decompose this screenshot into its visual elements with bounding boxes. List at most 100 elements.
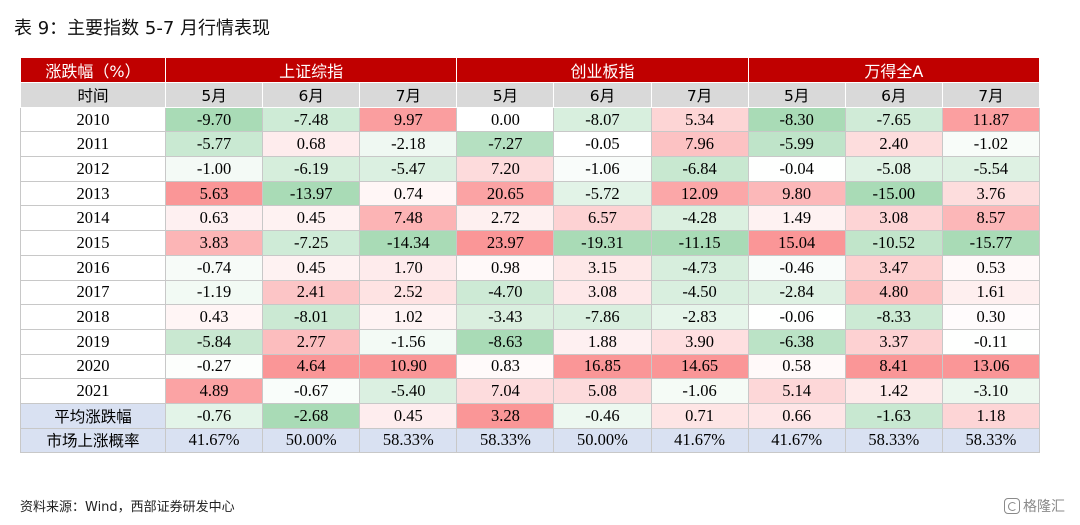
value-cell: 8.57 — [941, 205, 1041, 232]
month-header: 5月 — [747, 82, 846, 108]
value-cell: -0.76 — [164, 402, 264, 429]
value-cell: -15.00 — [844, 180, 943, 207]
value-cell: -8.33 — [844, 304, 943, 330]
value-cell: 1.88 — [553, 328, 652, 355]
value-cell: 0.63 — [164, 205, 264, 232]
value-cell: -1.06 — [553, 156, 652, 182]
value-cell: -1.63 — [844, 402, 943, 429]
value-cell: 9.80 — [747, 180, 846, 207]
table-row: 2011 -5.77 0.68 -2.18 -7.27 -0.05 7.96 -5.99 2.4… — [20, 131, 1041, 158]
value-cell: -9.70 — [164, 106, 264, 133]
value-cell: 1.61 — [941, 279, 1041, 306]
value-cell: -1.06 — [650, 378, 749, 404]
market-table: 涨跌幅（%） 上证综指 创业板指 万得全A 时间 5月 6月 7月 5月 6月 … — [20, 57, 1041, 454]
value-cell: 1.18 — [941, 402, 1041, 429]
month-header: 6月 — [262, 82, 361, 108]
value-cell: -0.46 — [747, 254, 846, 281]
value-cell: -8.63 — [456, 328, 555, 355]
value-cell: 7.04 — [456, 378, 555, 404]
value-cell: -0.06 — [747, 304, 846, 330]
average-row: 平均涨跌幅 -0.76 -2.68 0.45 3.28 -0.46 0.71 0.66 -1.6… — [20, 402, 1041, 429]
value-cell: 4.80 — [844, 279, 943, 306]
value-cell: 41.67% — [164, 427, 264, 454]
value-cell: 6.57 — [553, 205, 652, 232]
value-cell: -15.77 — [941, 230, 1041, 256]
month-header: 5月 — [456, 82, 555, 108]
value-cell: 5.14 — [747, 378, 846, 404]
value-cell: 5.08 — [553, 378, 652, 404]
group-header-chinext: 创业板指 — [456, 57, 749, 83]
value-cell: -1.19 — [164, 279, 264, 306]
row-label: 市场上涨概率 — [20, 427, 166, 454]
value-cell: -7.25 — [262, 230, 361, 256]
value-cell: 0.53 — [941, 254, 1041, 281]
value-cell: -0.74 — [164, 254, 264, 281]
value-cell: -5.99 — [747, 131, 846, 158]
table-row: 2012 -1.00 -6.19 -5.47 7.20 -1.06 -6.84 -0.04 -5… — [20, 156, 1041, 182]
month-header: 7月 — [650, 82, 749, 108]
value-cell: -2.68 — [262, 402, 361, 429]
value-cell: 23.97 — [456, 230, 555, 256]
value-cell: 7.96 — [650, 131, 749, 158]
row-label: 2017 — [20, 279, 166, 306]
value-cell: 0.30 — [941, 304, 1041, 330]
value-cell: 1.49 — [747, 205, 846, 232]
value-cell: 3.76 — [941, 180, 1041, 207]
value-cell: 58.33% — [359, 427, 458, 454]
value-cell: -1.00 — [164, 156, 264, 182]
value-cell: 3.90 — [650, 328, 749, 355]
value-cell: -2.18 — [359, 131, 458, 158]
value-cell: 0.98 — [456, 254, 555, 281]
value-cell: -4.70 — [456, 279, 555, 306]
value-cell: -3.10 — [941, 378, 1041, 404]
value-cell: -5.08 — [844, 156, 943, 182]
value-cell: -5.84 — [164, 328, 264, 355]
value-cell: -7.86 — [553, 304, 652, 330]
value-cell: -10.52 — [844, 230, 943, 256]
table-row: 2020 -0.27 4.64 10.90 0.83 16.85 14.65 0.58 8.41… — [20, 353, 1041, 380]
value-cell: 5.34 — [650, 106, 749, 133]
month-header: 7月 — [941, 82, 1041, 108]
row-label: 2015 — [20, 230, 166, 256]
row-label: 2016 — [20, 254, 166, 281]
value-cell: -8.07 — [553, 106, 652, 133]
value-cell: 0.45 — [262, 254, 361, 281]
value-cell: -0.27 — [164, 353, 264, 380]
value-cell: -8.30 — [747, 106, 846, 133]
value-cell: 15.04 — [747, 230, 846, 256]
value-cell: -19.31 — [553, 230, 652, 256]
value-cell: 4.89 — [164, 378, 264, 404]
value-cell: 3.47 — [844, 254, 943, 281]
value-cell: 5.63 — [164, 180, 264, 207]
value-cell: -7.48 — [262, 106, 361, 133]
value-cell: -4.73 — [650, 254, 749, 281]
value-cell: 11.87 — [941, 106, 1041, 133]
value-cell: 1.02 — [359, 304, 458, 330]
value-cell: 0.00 — [456, 106, 555, 133]
value-cell: -6.38 — [747, 328, 846, 355]
value-cell: 3.15 — [553, 254, 652, 281]
table-row: 2021 4.89 -0.67 -5.40 7.04 5.08 -1.06 5.14 1.42-… — [20, 378, 1041, 404]
table-row: 2013 5.63 -13.97 0.74 20.65 -5.72 12.09 9.80 -15… — [20, 180, 1041, 207]
value-cell: 58.33% — [844, 427, 943, 454]
header-row-groups: 涨跌幅（%） 上证综指 创业板指 万得全A — [20, 57, 1041, 83]
value-cell: -0.05 — [553, 131, 652, 158]
time-label: 时间 — [20, 82, 166, 108]
watermark: 格隆汇 — [1004, 496, 1065, 516]
value-cell: -6.19 — [262, 156, 361, 182]
value-cell: -4.28 — [650, 205, 749, 232]
value-cell: -7.27 — [456, 131, 555, 158]
value-cell: 4.64 — [262, 353, 361, 380]
value-cell: 1.70 — [359, 254, 458, 281]
value-cell: 16.85 — [553, 353, 652, 380]
value-cell: 50.00% — [262, 427, 361, 454]
value-cell: 3.83 — [164, 230, 264, 256]
value-cell: 41.67% — [747, 427, 846, 454]
table-row: 2015 3.83 -7.25 -14.34 23.97 -19.31 -11.15 15.0… — [20, 230, 1041, 256]
row-label: 2014 — [20, 205, 166, 232]
month-header: 6月 — [553, 82, 652, 108]
watermark-logo-icon — [1004, 498, 1020, 514]
table-title: 表 9：主要指数 5-7 月行情表现 — [14, 18, 271, 39]
value-cell: 3.37 — [844, 328, 943, 355]
value-cell: -11.15 — [650, 230, 749, 256]
